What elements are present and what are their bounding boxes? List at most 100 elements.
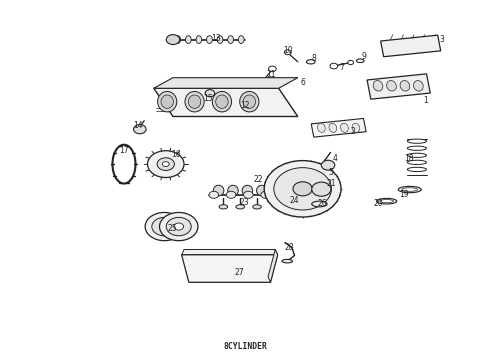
Ellipse shape xyxy=(373,81,383,91)
Text: 5: 5 xyxy=(328,168,333,177)
Ellipse shape xyxy=(329,123,337,132)
Circle shape xyxy=(264,161,341,217)
Ellipse shape xyxy=(311,177,321,180)
Ellipse shape xyxy=(213,185,224,196)
Text: 25: 25 xyxy=(168,224,177,233)
Circle shape xyxy=(284,50,291,55)
Ellipse shape xyxy=(341,123,348,132)
Text: 8CYLINDER: 8CYLINDER xyxy=(223,342,267,351)
Ellipse shape xyxy=(407,153,426,157)
Text: 20: 20 xyxy=(374,199,383,208)
Text: 9: 9 xyxy=(362,52,367,61)
Circle shape xyxy=(147,151,184,177)
Text: 12: 12 xyxy=(240,101,249,110)
Ellipse shape xyxy=(216,95,228,108)
Ellipse shape xyxy=(238,36,244,44)
Circle shape xyxy=(157,158,174,171)
Ellipse shape xyxy=(380,199,393,203)
Ellipse shape xyxy=(242,185,253,196)
Text: 24: 24 xyxy=(290,196,299,205)
Ellipse shape xyxy=(217,36,223,44)
Polygon shape xyxy=(268,249,278,282)
Ellipse shape xyxy=(185,36,191,44)
Text: 13: 13 xyxy=(211,34,221,43)
Ellipse shape xyxy=(414,81,423,91)
Polygon shape xyxy=(182,249,278,255)
Ellipse shape xyxy=(240,91,259,112)
Ellipse shape xyxy=(243,95,256,108)
Text: 10: 10 xyxy=(283,46,293,55)
Ellipse shape xyxy=(387,81,396,91)
Text: 15: 15 xyxy=(203,94,212,103)
Bar xyxy=(367,74,430,99)
Ellipse shape xyxy=(318,123,325,132)
Circle shape xyxy=(160,223,169,230)
Text: 23: 23 xyxy=(239,198,249,207)
Text: 3: 3 xyxy=(440,35,444,44)
Ellipse shape xyxy=(317,163,327,166)
Circle shape xyxy=(321,160,335,170)
Circle shape xyxy=(244,191,253,198)
Ellipse shape xyxy=(306,60,315,64)
Bar xyxy=(381,35,441,57)
Text: 8: 8 xyxy=(311,54,316,63)
Ellipse shape xyxy=(161,95,173,108)
Ellipse shape xyxy=(158,91,177,112)
Ellipse shape xyxy=(407,160,426,165)
Bar xyxy=(311,118,366,137)
Text: 16: 16 xyxy=(172,150,181,159)
Text: 26: 26 xyxy=(317,199,327,208)
Ellipse shape xyxy=(282,259,293,263)
Ellipse shape xyxy=(400,81,410,91)
Circle shape xyxy=(269,66,276,72)
Ellipse shape xyxy=(407,146,426,150)
Ellipse shape xyxy=(398,186,421,193)
Ellipse shape xyxy=(253,205,261,209)
Text: 22: 22 xyxy=(254,175,263,184)
Ellipse shape xyxy=(212,91,232,112)
Ellipse shape xyxy=(377,198,397,204)
Circle shape xyxy=(261,191,270,198)
Text: 2: 2 xyxy=(351,127,355,136)
Ellipse shape xyxy=(236,205,245,209)
Ellipse shape xyxy=(175,36,181,44)
Ellipse shape xyxy=(352,123,360,132)
Circle shape xyxy=(330,63,338,69)
Ellipse shape xyxy=(402,188,417,191)
Circle shape xyxy=(312,182,331,196)
Text: 14: 14 xyxy=(134,121,143,130)
Ellipse shape xyxy=(207,36,212,44)
Text: 28: 28 xyxy=(284,243,294,252)
Text: 18: 18 xyxy=(404,154,414,163)
Polygon shape xyxy=(182,255,278,282)
Ellipse shape xyxy=(219,205,228,209)
Ellipse shape xyxy=(228,185,238,196)
Ellipse shape xyxy=(312,201,327,207)
Text: 21: 21 xyxy=(326,179,336,188)
Circle shape xyxy=(162,162,169,167)
Circle shape xyxy=(145,212,184,241)
Circle shape xyxy=(160,212,198,241)
Circle shape xyxy=(134,125,146,134)
Ellipse shape xyxy=(228,36,233,44)
Circle shape xyxy=(226,191,236,198)
Text: 11: 11 xyxy=(266,70,276,79)
Text: 4: 4 xyxy=(333,154,338,163)
Circle shape xyxy=(348,60,353,65)
Ellipse shape xyxy=(196,36,202,44)
Text: 7: 7 xyxy=(340,63,344,72)
Circle shape xyxy=(166,35,180,45)
Polygon shape xyxy=(154,78,298,88)
Text: 6: 6 xyxy=(300,78,305,87)
Ellipse shape xyxy=(407,139,426,143)
Circle shape xyxy=(209,191,219,198)
Circle shape xyxy=(166,217,191,236)
Text: 17: 17 xyxy=(119,145,129,154)
Circle shape xyxy=(293,182,312,196)
Text: 27: 27 xyxy=(234,268,244,277)
Circle shape xyxy=(242,99,251,105)
Circle shape xyxy=(205,90,215,97)
Text: 1: 1 xyxy=(424,96,428,105)
Ellipse shape xyxy=(257,185,267,196)
Circle shape xyxy=(274,168,331,210)
